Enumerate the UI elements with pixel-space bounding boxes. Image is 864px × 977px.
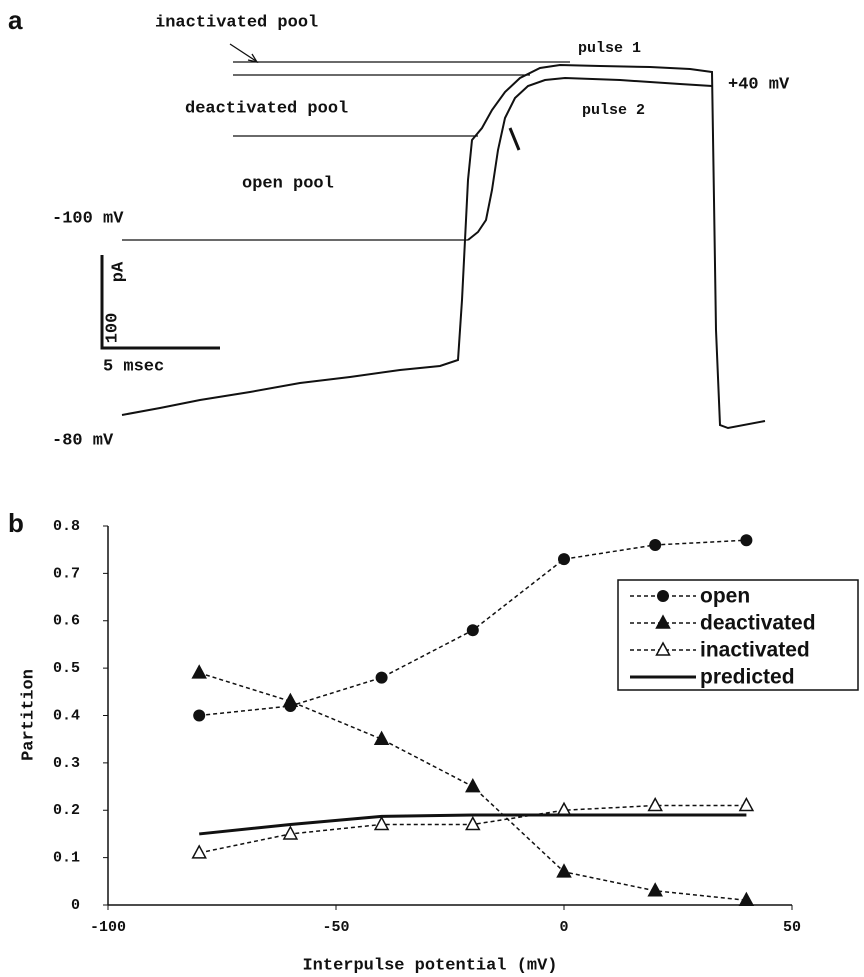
scale-label: 100 <box>103 313 122 344</box>
marker <box>738 891 755 907</box>
y-tick-label: 0.5 <box>53 660 80 677</box>
marker <box>649 538 662 551</box>
marker <box>556 863 572 878</box>
legend-label: inactivated <box>700 639 810 662</box>
marker <box>647 796 663 812</box>
marker <box>191 664 207 679</box>
y-tick-label: 0.2 <box>53 802 80 819</box>
marker <box>373 815 390 831</box>
legend-marker <box>655 641 671 656</box>
x-tick-label: 0 <box>559 919 568 936</box>
y-tick-label: 0.3 <box>53 755 80 772</box>
legend-marker <box>657 590 669 602</box>
marker <box>556 801 572 816</box>
series-line <box>199 813 747 836</box>
arrow <box>229 43 257 62</box>
marker <box>740 534 753 547</box>
trace-label: -80 mV <box>52 431 114 450</box>
panel-label: a <box>8 5 23 35</box>
y-tick-label: 0 <box>71 897 80 914</box>
marker <box>558 553 570 566</box>
marker <box>647 882 663 897</box>
panel-a: a inactivated pool pulse 1 +40 mV deacti… <box>8 5 790 451</box>
y-tick-label: 0.7 <box>53 565 80 582</box>
marker <box>282 825 299 840</box>
legend-marker <box>655 614 671 629</box>
panel-label: b <box>8 508 24 538</box>
y-tick-label: 0.8 <box>53 518 80 535</box>
y-tick-label: 0.1 <box>53 850 80 867</box>
scale-label: pA <box>109 261 128 282</box>
legend-label: open <box>700 585 750 608</box>
legend-label: deactivated <box>700 612 816 635</box>
current-trace <box>121 63 766 430</box>
marker <box>375 671 388 684</box>
trace-label: inactivated pool <box>155 13 318 32</box>
x-tick-label: -50 <box>322 919 349 936</box>
y-tick-label: 0.6 <box>53 613 80 630</box>
trace-label: deactivated pool <box>185 99 348 118</box>
marker <box>465 777 481 793</box>
marker <box>373 730 390 745</box>
panel-b: b Interpulse potential (mV) Partition 0 0… <box>8 508 859 975</box>
marker <box>193 709 206 722</box>
trace-label: -100 mV <box>52 209 124 228</box>
scale-label: 5 msec <box>103 357 164 376</box>
x-tick-label: 50 <box>783 919 801 936</box>
marker <box>738 796 755 812</box>
marker <box>466 624 479 637</box>
trace-label: pulse 2 <box>582 102 645 119</box>
marker <box>282 692 299 708</box>
y-axis-label: Partition <box>19 669 38 761</box>
current-trace <box>467 76 713 241</box>
x-axis-label: Interpulse potential (mV) <box>302 956 557 975</box>
trace-label: open pool <box>242 174 334 193</box>
scale-bar <box>100 255 220 350</box>
trace-label: pulse 1 <box>578 40 641 57</box>
y-tick-label: 0.4 <box>53 707 80 724</box>
trace-label: +40 mV <box>728 75 790 94</box>
marker <box>465 815 481 831</box>
x-tick-label: -100 <box>90 919 126 936</box>
legend-label: predicted <box>700 666 795 689</box>
marker <box>191 844 207 859</box>
tick-mark <box>508 127 521 151</box>
